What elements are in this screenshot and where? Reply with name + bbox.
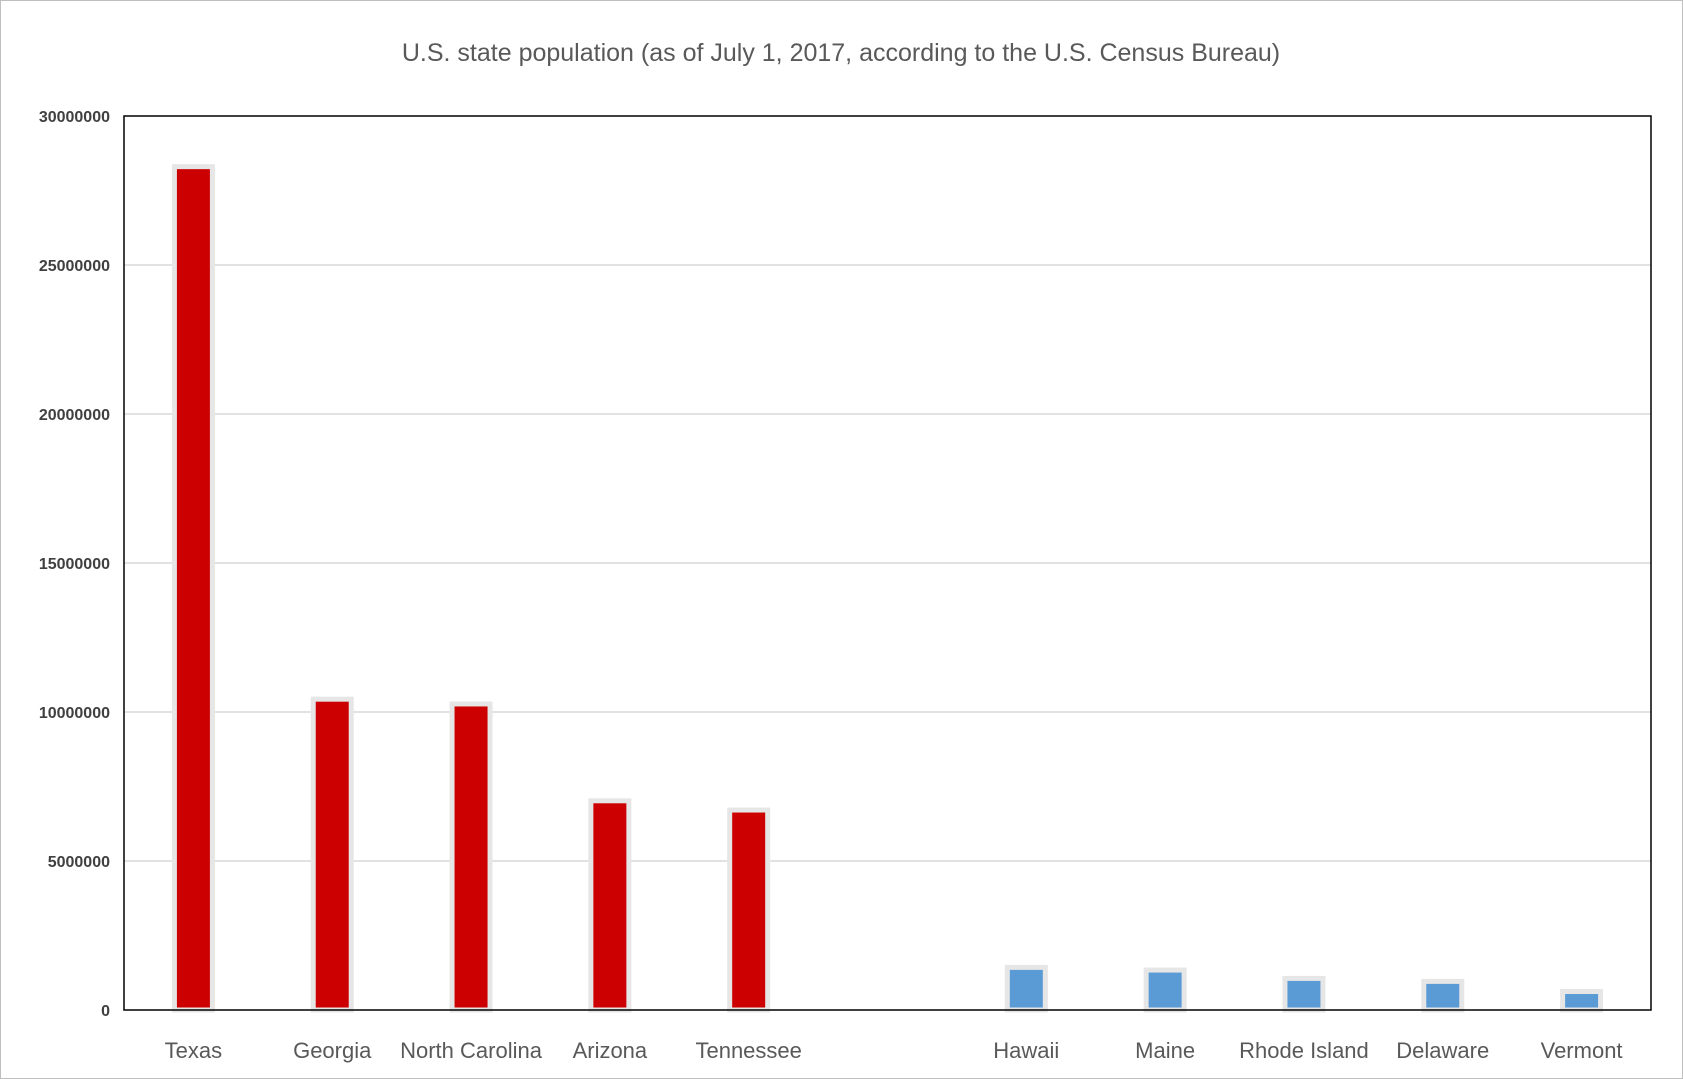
bar-north-carolina	[449, 701, 493, 1013]
x-tick-label: Arizona	[573, 1038, 648, 1063]
bar-arizona	[588, 798, 632, 1013]
bar-tennessee	[727, 807, 771, 1013]
plot-area-border	[123, 115, 1652, 1011]
y-tick-label: 30000000	[39, 109, 110, 126]
bar-vermont	[1560, 989, 1604, 1013]
x-tick-label: Hawaii	[993, 1038, 1059, 1063]
y-tick-label: 0	[101, 1003, 110, 1020]
x-tick-label: North Carolina	[400, 1038, 543, 1063]
y-tick-label: 15000000	[39, 556, 110, 573]
x-tick-label: Texas	[165, 1038, 222, 1063]
x-tick-label: Georgia	[293, 1038, 372, 1063]
y-tick-label: 20000000	[39, 407, 110, 424]
x-tick-label: Vermont	[1541, 1038, 1623, 1063]
gridlines	[124, 264, 1651, 862]
bars	[171, 164, 1604, 1013]
x-tick-label: Maine	[1135, 1038, 1195, 1063]
y-tick-label: 25000000	[39, 258, 110, 275]
x-tick-label: Rhode Island	[1239, 1038, 1369, 1063]
x-axis-tick-labels: Texas Georgia North Carolina Arizona Tenness…	[165, 1038, 1623, 1063]
y-tick-label: 10000000	[39, 705, 110, 722]
y-tick-label: 5000000	[48, 854, 110, 871]
bar-delaware	[1421, 978, 1465, 1013]
x-tick-label: Tennessee	[695, 1038, 801, 1063]
bar-georgia	[310, 696, 354, 1013]
x-tick-label: Delaware	[1396, 1038, 1489, 1063]
bar-texas	[171, 164, 215, 1013]
bar-maine	[1143, 967, 1187, 1013]
y-axis-tick-labels: 0 5000000 10000000 15000000 20000000 25000000…	[39, 109, 110, 1020]
bar-rhode-island	[1282, 975, 1326, 1013]
chart-title: U.S. state population (as of July 1, 201…	[402, 39, 1280, 67]
bar-hawaii	[1004, 964, 1048, 1013]
